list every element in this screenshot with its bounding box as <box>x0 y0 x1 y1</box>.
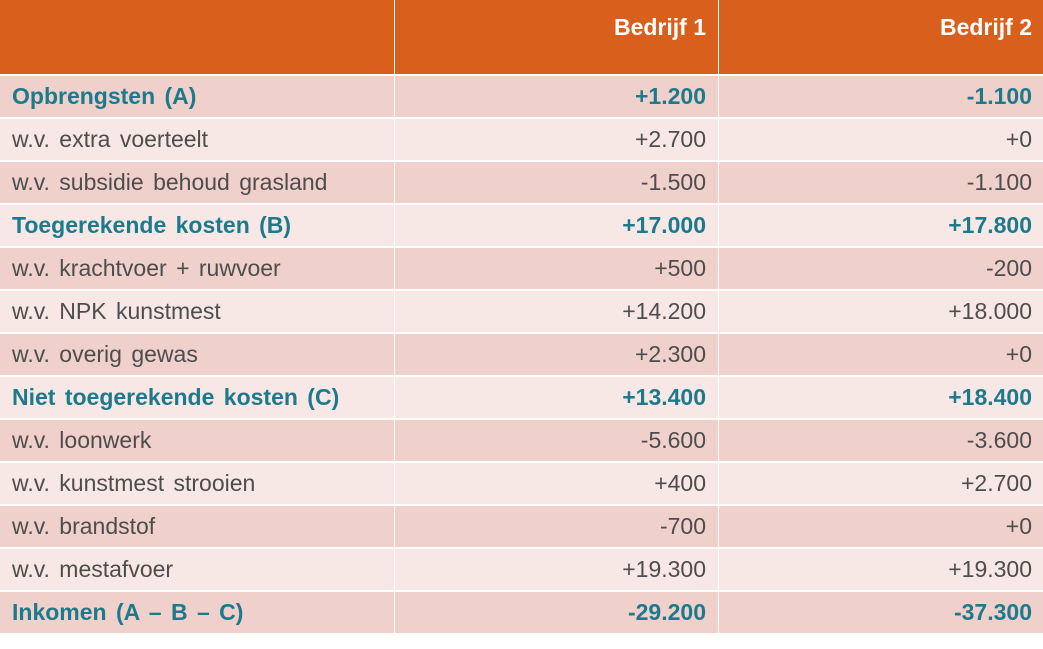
row-label: w.v. NPK kunstmest <box>0 291 394 332</box>
row-label: Niet toegerekende kosten (C) <box>0 377 394 418</box>
bedrijf-1-value: +2.700 <box>395 119 718 160</box>
row-label: w.v. loonwerk <box>0 420 394 461</box>
bedrijf-2-value: -1.100 <box>719 162 1043 203</box>
comparison-table: Bedrijf 1 Bedrijf 2 Opbrengsten (A) +1.2… <box>0 0 1043 633</box>
row-label: Inkomen (A – B – C) <box>0 592 394 633</box>
bedrijf-1-value: -700 <box>395 506 718 547</box>
bedrijf-2-value: -200 <box>719 248 1043 289</box>
bedrijf-2-value: -37.300 <box>719 592 1043 633</box>
row-label: w.v. kunstmest strooien <box>0 463 394 504</box>
bedrijf-1-value: -5.600 <box>395 420 718 461</box>
bedrijf-1-value: +17.000 <box>395 205 718 246</box>
row-label: w.v. brandstof <box>0 506 394 547</box>
row-label: w.v. overig gewas <box>0 334 394 375</box>
bedrijf-2-value: +19.300 <box>719 549 1043 590</box>
bedrijf-1-value: +1.200 <box>395 76 718 117</box>
row-label: w.v. mestafvoer <box>0 549 394 590</box>
row-label: Opbrengsten (A) <box>0 76 394 117</box>
row-label: w.v. subsidie behoud grasland <box>0 162 394 203</box>
bedrijf-1-value: +14.200 <box>395 291 718 332</box>
bedrijf-1-value: +2.300 <box>395 334 718 375</box>
row-label: w.v. krachtvoer + ruwvoer <box>0 248 394 289</box>
bedrijf-1-value: +13.400 <box>395 377 718 418</box>
bedrijf-1-value: +400 <box>395 463 718 504</box>
row-label: Toegerekende kosten (B) <box>0 205 394 246</box>
bedrijf-1-value: -29.200 <box>395 592 718 633</box>
header-empty-cell <box>0 0 394 74</box>
bedrijf-2-value: +17.800 <box>719 205 1043 246</box>
bedrijf-1-value: +500 <box>395 248 718 289</box>
bedrijf-2-value: +0 <box>719 334 1043 375</box>
row-label: w.v. extra voerteelt <box>0 119 394 160</box>
bedrijf-2-value: +0 <box>719 119 1043 160</box>
bedrijf-1-value: +19.300 <box>395 549 718 590</box>
bedrijf-1-value: -1.500 <box>395 162 718 203</box>
bedrijf-2-value: +18.000 <box>719 291 1043 332</box>
header-bedrijf-1: Bedrijf 1 <box>395 0 718 74</box>
bedrijf-2-value: +0 <box>719 506 1043 547</box>
bedrijf-2-value: -3.600 <box>719 420 1043 461</box>
bedrijf-2-value: +2.700 <box>719 463 1043 504</box>
header-bedrijf-2: Bedrijf 2 <box>719 0 1043 74</box>
bedrijf-2-value: -1.100 <box>719 76 1043 117</box>
bedrijf-2-value: +18.400 <box>719 377 1043 418</box>
